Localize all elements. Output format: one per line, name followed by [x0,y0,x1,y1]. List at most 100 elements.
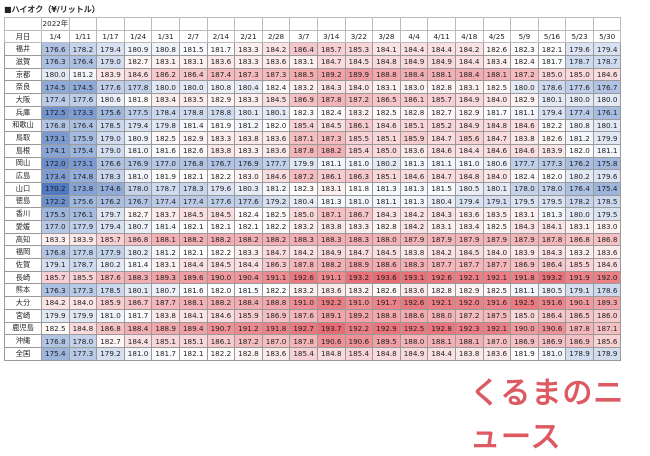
price-cell: 181.0 [96,308,125,323]
price-cell: 187.4 [206,67,236,82]
price-cell: 183.4 [454,220,484,234]
price-cell: 187.9 [399,232,429,247]
price-cell: 188.0 [399,334,429,348]
prefecture-label: 沖縄 [4,334,42,348]
price-cell: 181.3 [399,156,429,171]
price-cell: 187.3 [261,67,291,82]
price-cell: 184.5 [206,207,236,221]
year-label: 2022年 [42,18,69,28]
date-label: 2/7 [178,29,208,44]
price-cell: 178.0 [510,181,539,196]
price-cell: 182.5 [372,105,401,120]
price-cell: 173.1 [41,131,70,145]
price-cell: 191.1 [316,270,346,285]
price-cell: 185.5 [68,270,98,285]
price-cell: 184.3 [372,207,401,221]
price-cell: 183.1 [151,55,180,69]
year-cell [427,17,456,31]
price-cell: 182.8 [427,80,456,95]
price-cell: 178.7 [68,258,98,272]
price-cell: 182.2 [261,220,291,234]
data-row: 滋賀 176.3 176.4 179.0 182.7 183.1 183.1 183.6 183… [4,55,622,69]
price-cell: 186.1 [206,334,236,348]
price-cell: 180.1 [261,105,291,120]
price-cell: 173.4 [41,169,70,183]
data-row: 福井 176.6 178.2 179.4 180.9 180.8 181.5 181.7 183… [4,42,622,57]
date-label: 5/9 [510,29,539,44]
price-cell: 177.3 [537,156,567,171]
price-cell: 187.3 [316,131,346,145]
price-cell: 177.4 [151,194,180,209]
price-cell: 182.8 [427,283,456,298]
price-cell: 179.2 [261,194,291,209]
price-cell: 184.3 [316,80,346,95]
price-cell: 177.5 [123,105,153,120]
price-cell: 180.5 [537,283,567,298]
year-cell [592,17,622,31]
price-cell: 192.3 [454,321,484,336]
price-cell: 176.9 [123,156,153,171]
price-cell: 191.0 [289,296,318,310]
year-cell [178,17,208,31]
price-cell: 184.2 [261,42,291,57]
price-cell: 180.0 [565,207,594,221]
price-cell: 177.3 [68,283,98,298]
price-cell: 183.4 [151,93,180,107]
price-cell: 177.0 [151,156,180,171]
date-label: 4/18 [454,29,484,44]
year-cell [68,17,98,31]
prefecture-label: 佐賀 [4,258,42,272]
price-cell: 184.6 [592,67,622,82]
price-cell: 184.8 [482,118,512,133]
price-cell: 184.6 [482,143,512,158]
price-cell: 181.3 [372,181,401,196]
price-cell: 179.5 [510,194,539,209]
price-cell: 177.6 [565,80,594,95]
price-cell: 176.1 [68,207,98,221]
price-cell: 180.4 [427,194,456,209]
price-cell: 191.6 [537,296,567,310]
price-cell: 174.8 [68,169,98,183]
price-cell: 183.8 [510,131,539,145]
price-cell: 183.6 [316,283,346,298]
price-cell: 184.6 [399,169,429,183]
price-cell: 183.3 [234,143,263,158]
price-cell: 188.1 [482,67,512,82]
price-cell: 188.3 [399,258,429,272]
price-cell: 186.9 [261,308,291,323]
date-label: 2/28 [261,29,291,44]
data-row: 大分 184.2 184.0 185.9 186.7 187.7 188.1 188.2 188… [4,296,622,310]
price-cell: 177.4 [41,93,70,107]
price-cell: 185.7 [316,42,346,57]
data-row: 岡山 172.0 173.1 176.6 176.9 177.0 176.8 176.7 176… [4,156,622,171]
year-cell [399,17,429,31]
price-cell: 179.0 [96,143,125,158]
date-label: 1/4 [41,29,70,44]
price-cell: 192.2 [316,296,346,310]
year-cell [344,17,374,31]
price-cell: 182.5 [482,220,512,234]
price-cell: 182.2 [537,118,567,133]
price-cell: 179.8 [151,118,180,133]
price-cell: 183.6 [399,283,429,298]
price-cell: 172.5 [41,105,70,120]
price-cell: 192.6 [427,270,456,285]
price-cell: 187.9 [454,232,484,247]
price-cell: 180.7 [123,220,153,234]
price-cell: 181.8 [344,181,374,196]
price-cell: 183.7 [151,207,180,221]
price-cell: 188.1 [427,334,456,348]
price-cell: 180.8 [151,42,180,57]
price-cell: 187.5 [482,308,512,323]
price-cell: 184.4 [234,258,263,272]
price-cell: 183.6 [261,55,291,69]
price-cell: 177.4 [565,105,594,120]
price-cell: 175.9 [68,131,98,145]
price-cell: 182.4 [234,207,263,221]
price-cell: 185.9 [96,296,125,310]
price-cell: 187.6 [96,270,125,285]
price-cell: 183.8 [234,131,263,145]
date-label: 1/11 [68,29,98,44]
price-cell: 181.2 [151,245,180,260]
price-cell: 184.6 [510,143,539,158]
